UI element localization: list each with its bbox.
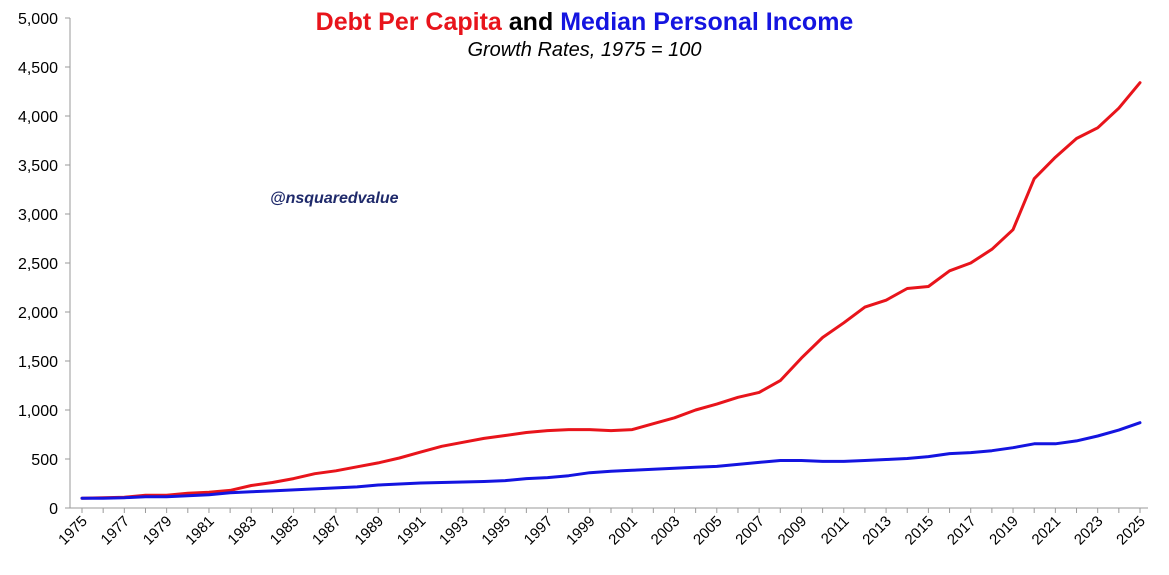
chart-title: Debt Per Capita and Median Personal Inco… xyxy=(0,8,1169,37)
x-tick-label: 2005 xyxy=(690,513,726,549)
y-tick-label: 3,500 xyxy=(18,158,58,175)
y-tick-label: 3,000 xyxy=(18,207,58,224)
x-tick-label: 2017 xyxy=(944,513,980,549)
x-tick-label: 1983 xyxy=(224,513,260,549)
y-tick-label: 4,000 xyxy=(18,109,58,126)
x-tick-label: 1997 xyxy=(521,513,557,549)
x-tick-label: 2015 xyxy=(902,513,938,549)
x-tick-label: 2009 xyxy=(775,513,811,549)
author-handle: @nsquaredvalue xyxy=(270,190,399,207)
x-tick-label: 1991 xyxy=(394,513,430,549)
y-tick-label: 1,500 xyxy=(18,354,58,371)
x-tick-label: 1981 xyxy=(182,513,218,549)
x-tick-label: 2007 xyxy=(732,513,768,549)
x-tick-label: 2013 xyxy=(859,513,895,549)
x-tick-label: 2025 xyxy=(1113,513,1149,549)
y-tick-label: 1,000 xyxy=(18,403,58,420)
x-tick-label: 2011 xyxy=(818,513,853,548)
x-tick-label: 1975 xyxy=(55,513,91,549)
x-tick-label: 1987 xyxy=(309,513,345,549)
y-tick-label: 0 xyxy=(49,501,58,518)
x-tick-label: 2019 xyxy=(986,513,1022,549)
x-tick-label: 1977 xyxy=(98,513,134,549)
series-line-debt-per-capita xyxy=(80,81,1142,500)
y-tick-label: 2,500 xyxy=(18,256,58,273)
y-tick-label: 4,500 xyxy=(18,60,58,77)
x-tick-label: 2023 xyxy=(1071,513,1107,549)
x-tick-label: 1985 xyxy=(267,513,303,549)
title-debt-per-capita: Debt Per Capita xyxy=(315,8,502,36)
x-tick-label: 2003 xyxy=(648,513,684,549)
x-tick-label: 2021 xyxy=(1029,513,1065,549)
y-tick-label: 500 xyxy=(31,452,58,469)
chart-title-block: Debt Per Capita and Median Personal Inco… xyxy=(0,8,1169,62)
title-connector: and xyxy=(508,8,554,36)
y-tick-label: 2,000 xyxy=(18,305,58,322)
x-tick-label: 1999 xyxy=(563,513,599,549)
x-tick-label: 2001 xyxy=(605,513,641,549)
x-tick-label: 1979 xyxy=(140,513,176,549)
title-median-personal-income: Median Personal Income xyxy=(560,8,854,36)
x-tick-label: 1995 xyxy=(478,513,514,549)
series-line-median-income xyxy=(80,421,1142,500)
y-tick-label: 5,000 xyxy=(18,11,58,28)
x-tick-label: 1993 xyxy=(436,513,472,549)
x-tick-label: 1989 xyxy=(351,513,387,549)
chart-subtitle: Growth Rates, 1975 = 100 xyxy=(467,39,702,61)
